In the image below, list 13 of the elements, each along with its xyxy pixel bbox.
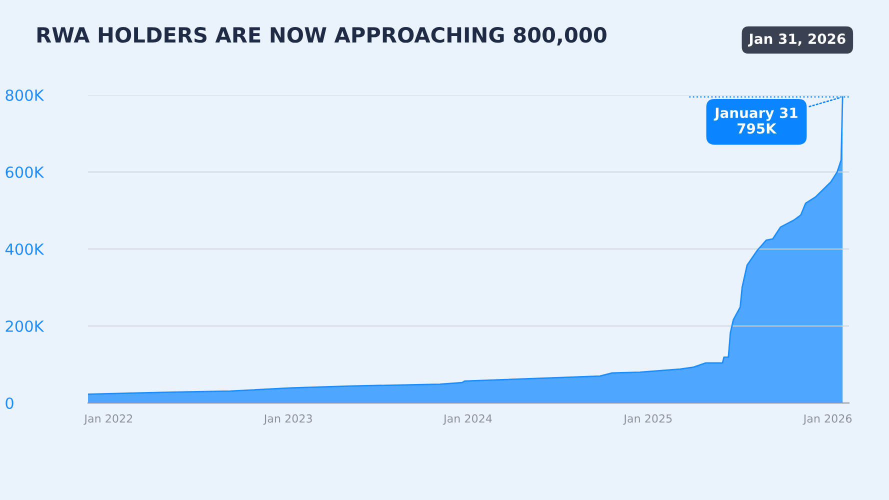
y-tick-label: 800K: [6, 89, 44, 102]
y-tick-label: 600K: [6, 166, 44, 178]
y-tick-label: 400K: [5, 243, 44, 256]
text: Jan 31, 2026: [748, 34, 846, 47]
chart-title: RWA HOLDERS ARE NOW APPROACHING 800,000: [37, 27, 606, 46]
y-tick-label: 0: [6, 397, 14, 410]
x-tick-label: Jan 2026: [802, 414, 852, 425]
annotation: January 31 795K: [714, 108, 798, 134]
x-tick-label: Jan 2023: [263, 414, 312, 425]
x-tick-label: Jan 2024: [442, 414, 492, 425]
x-tick-label: Jan 2025: [623, 414, 672, 425]
x-tick-label: Jan 2022: [84, 414, 132, 425]
y-tick-label: 200K: [6, 320, 44, 332]
